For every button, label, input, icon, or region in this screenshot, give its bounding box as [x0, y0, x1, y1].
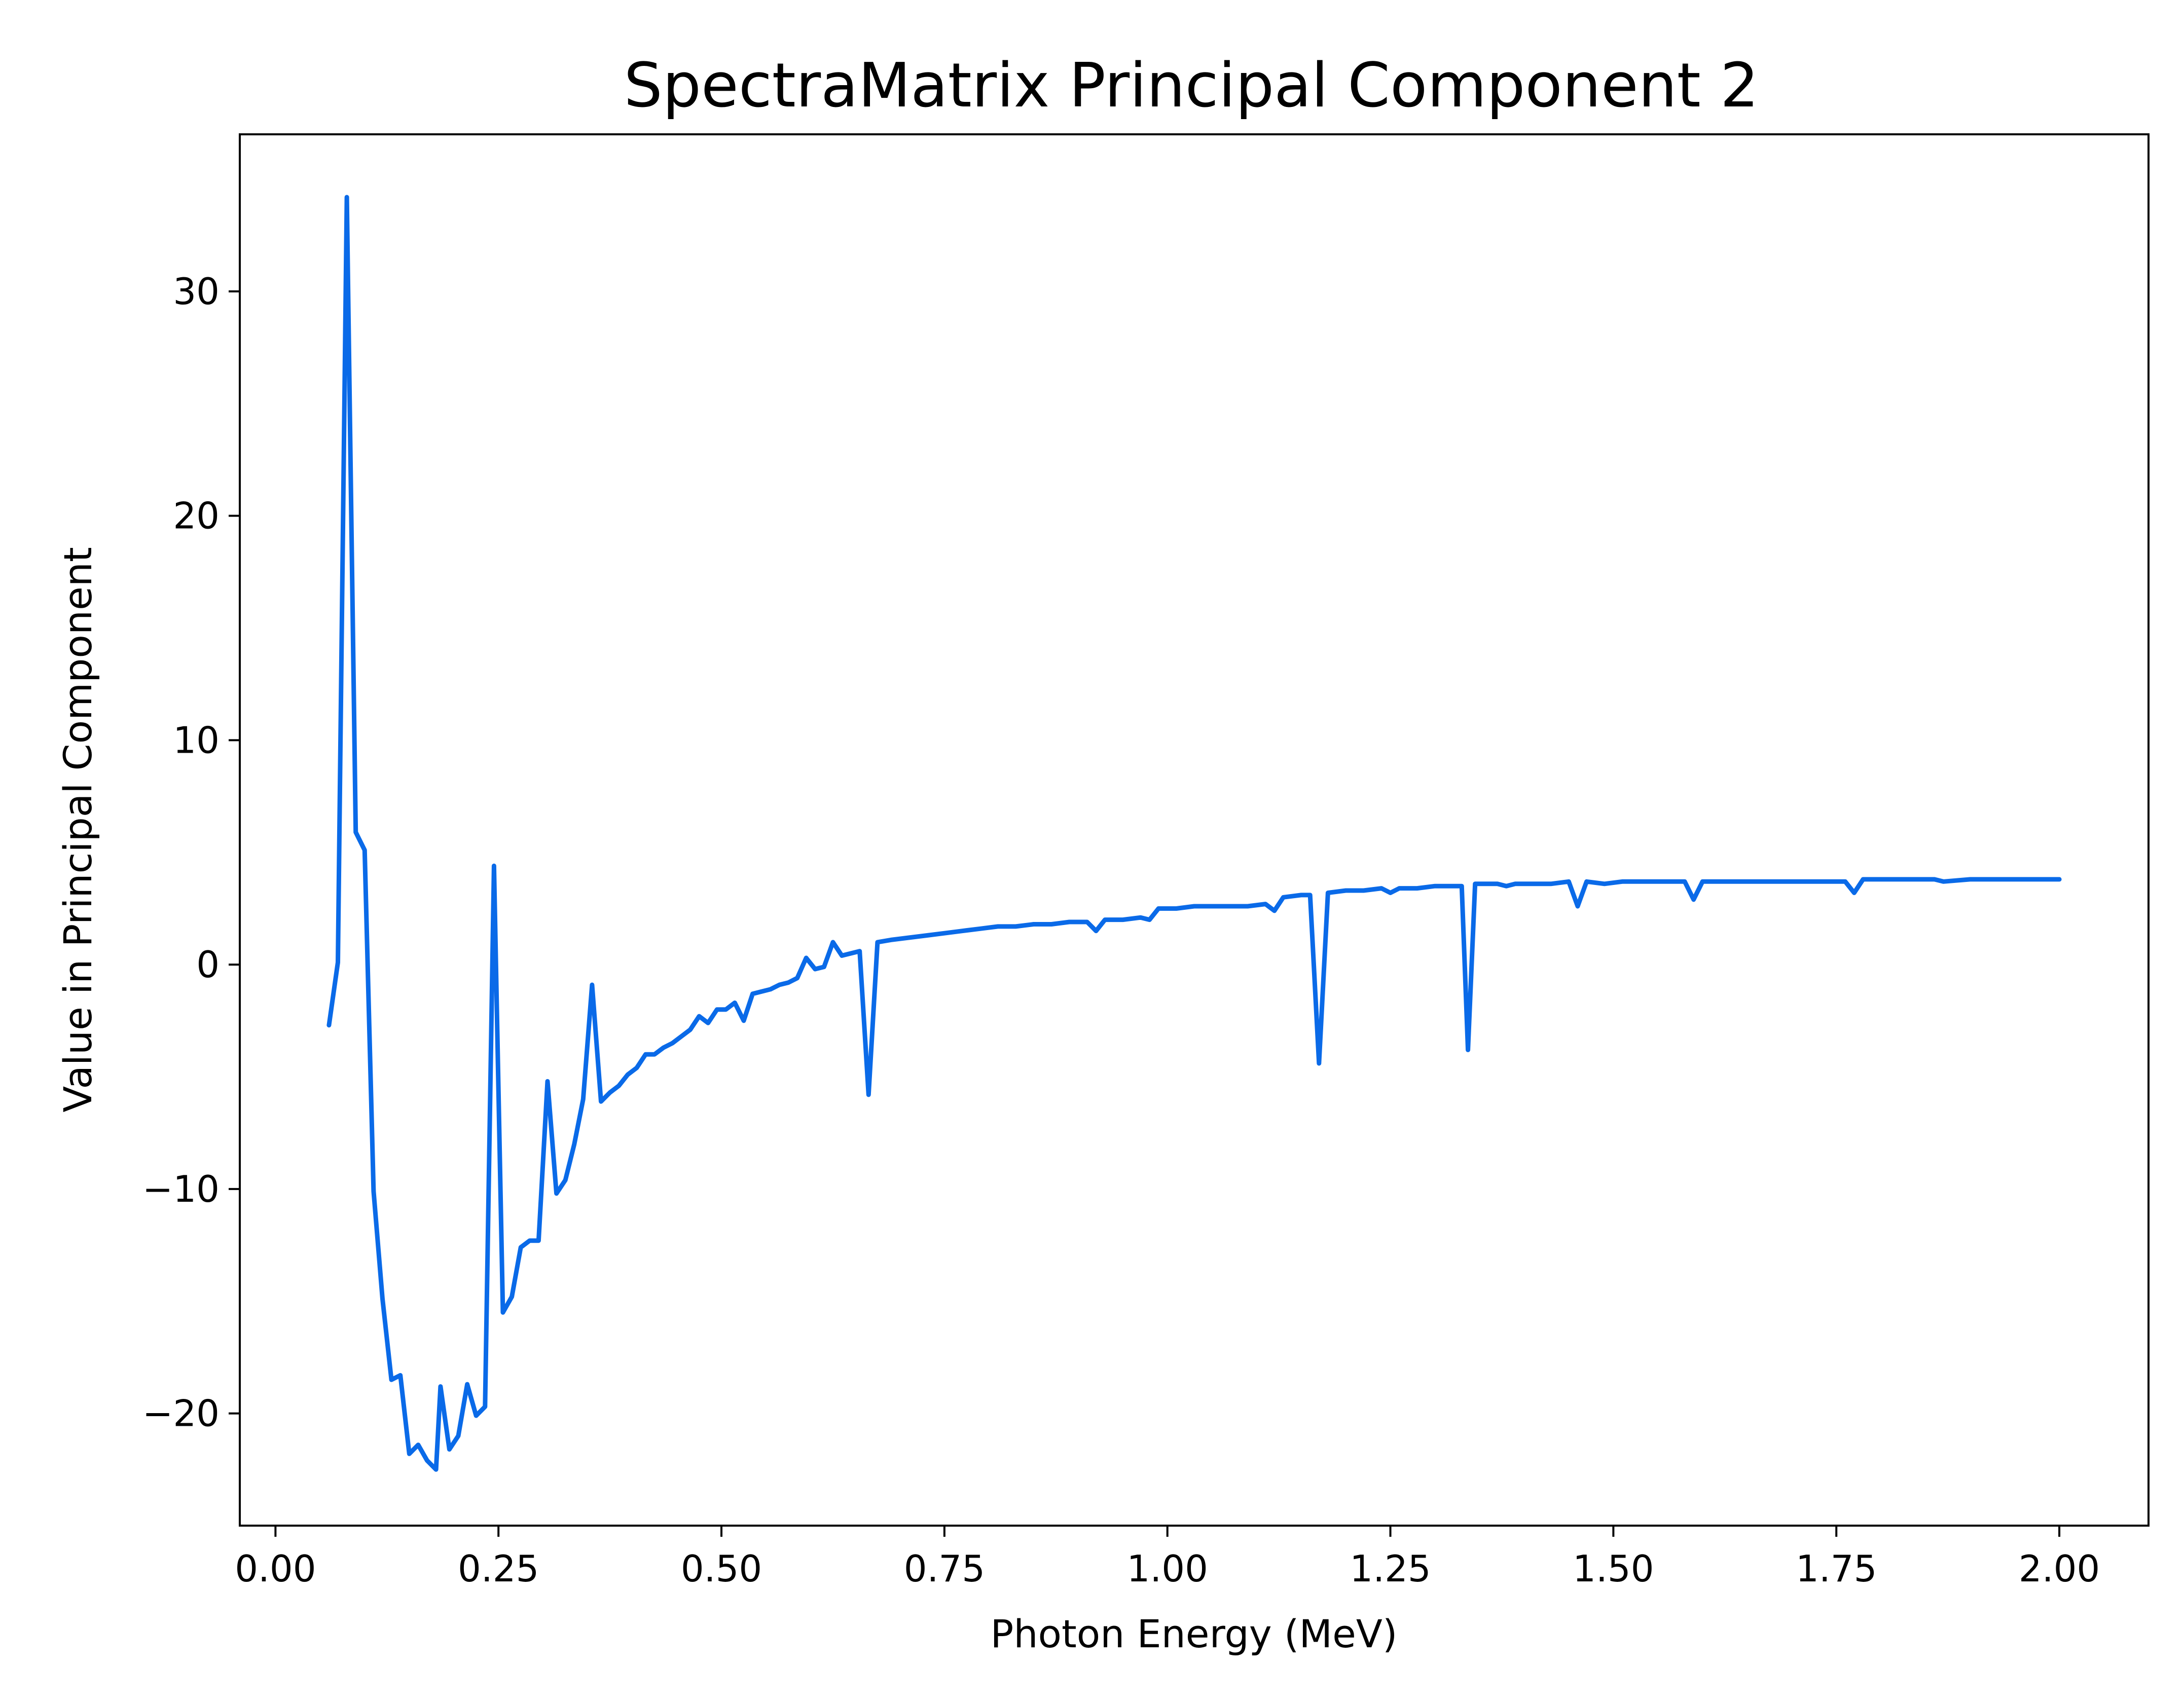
- y-axis-label: Value in Principal Component: [55, 547, 100, 1113]
- series-line-pc2: [326, 195, 2062, 1472]
- y-axis-ticks: −20 −10 0 10 20 30: [142, 270, 240, 1435]
- y-tick-label: 0: [196, 943, 220, 986]
- x-tick-label: 1.00: [1127, 1547, 1208, 1590]
- x-tick-label: 1.50: [1573, 1547, 1654, 1590]
- y-tick-label: −10: [142, 1168, 220, 1210]
- y-tick-label: 30: [173, 270, 220, 313]
- x-axis-label: Photon Energy (MeV): [991, 1611, 1398, 1656]
- x-tick-label: 1.25: [1350, 1547, 1431, 1590]
- y-tick-label: −20: [142, 1392, 220, 1435]
- x-tick-label: 1.75: [1796, 1547, 1877, 1590]
- x-tick-label: 0.25: [458, 1547, 539, 1590]
- x-axis-ticks: 0.00 0.25 0.50 0.75 1.00 1.25 1.50 1.75 2.00: [235, 1526, 2100, 1590]
- y-tick-label: 20: [173, 495, 220, 537]
- x-tick-label: 0.00: [235, 1547, 316, 1590]
- y-tick-label: 10: [173, 719, 220, 761]
- plot-area-frame: [239, 133, 2150, 1527]
- chart-title: SpectraMatrix Principal Component 2: [624, 51, 1759, 121]
- x-tick-label: 0.75: [904, 1547, 985, 1590]
- x-tick-label: 2.00: [2019, 1547, 2100, 1590]
- x-tick-label: 0.50: [681, 1547, 762, 1590]
